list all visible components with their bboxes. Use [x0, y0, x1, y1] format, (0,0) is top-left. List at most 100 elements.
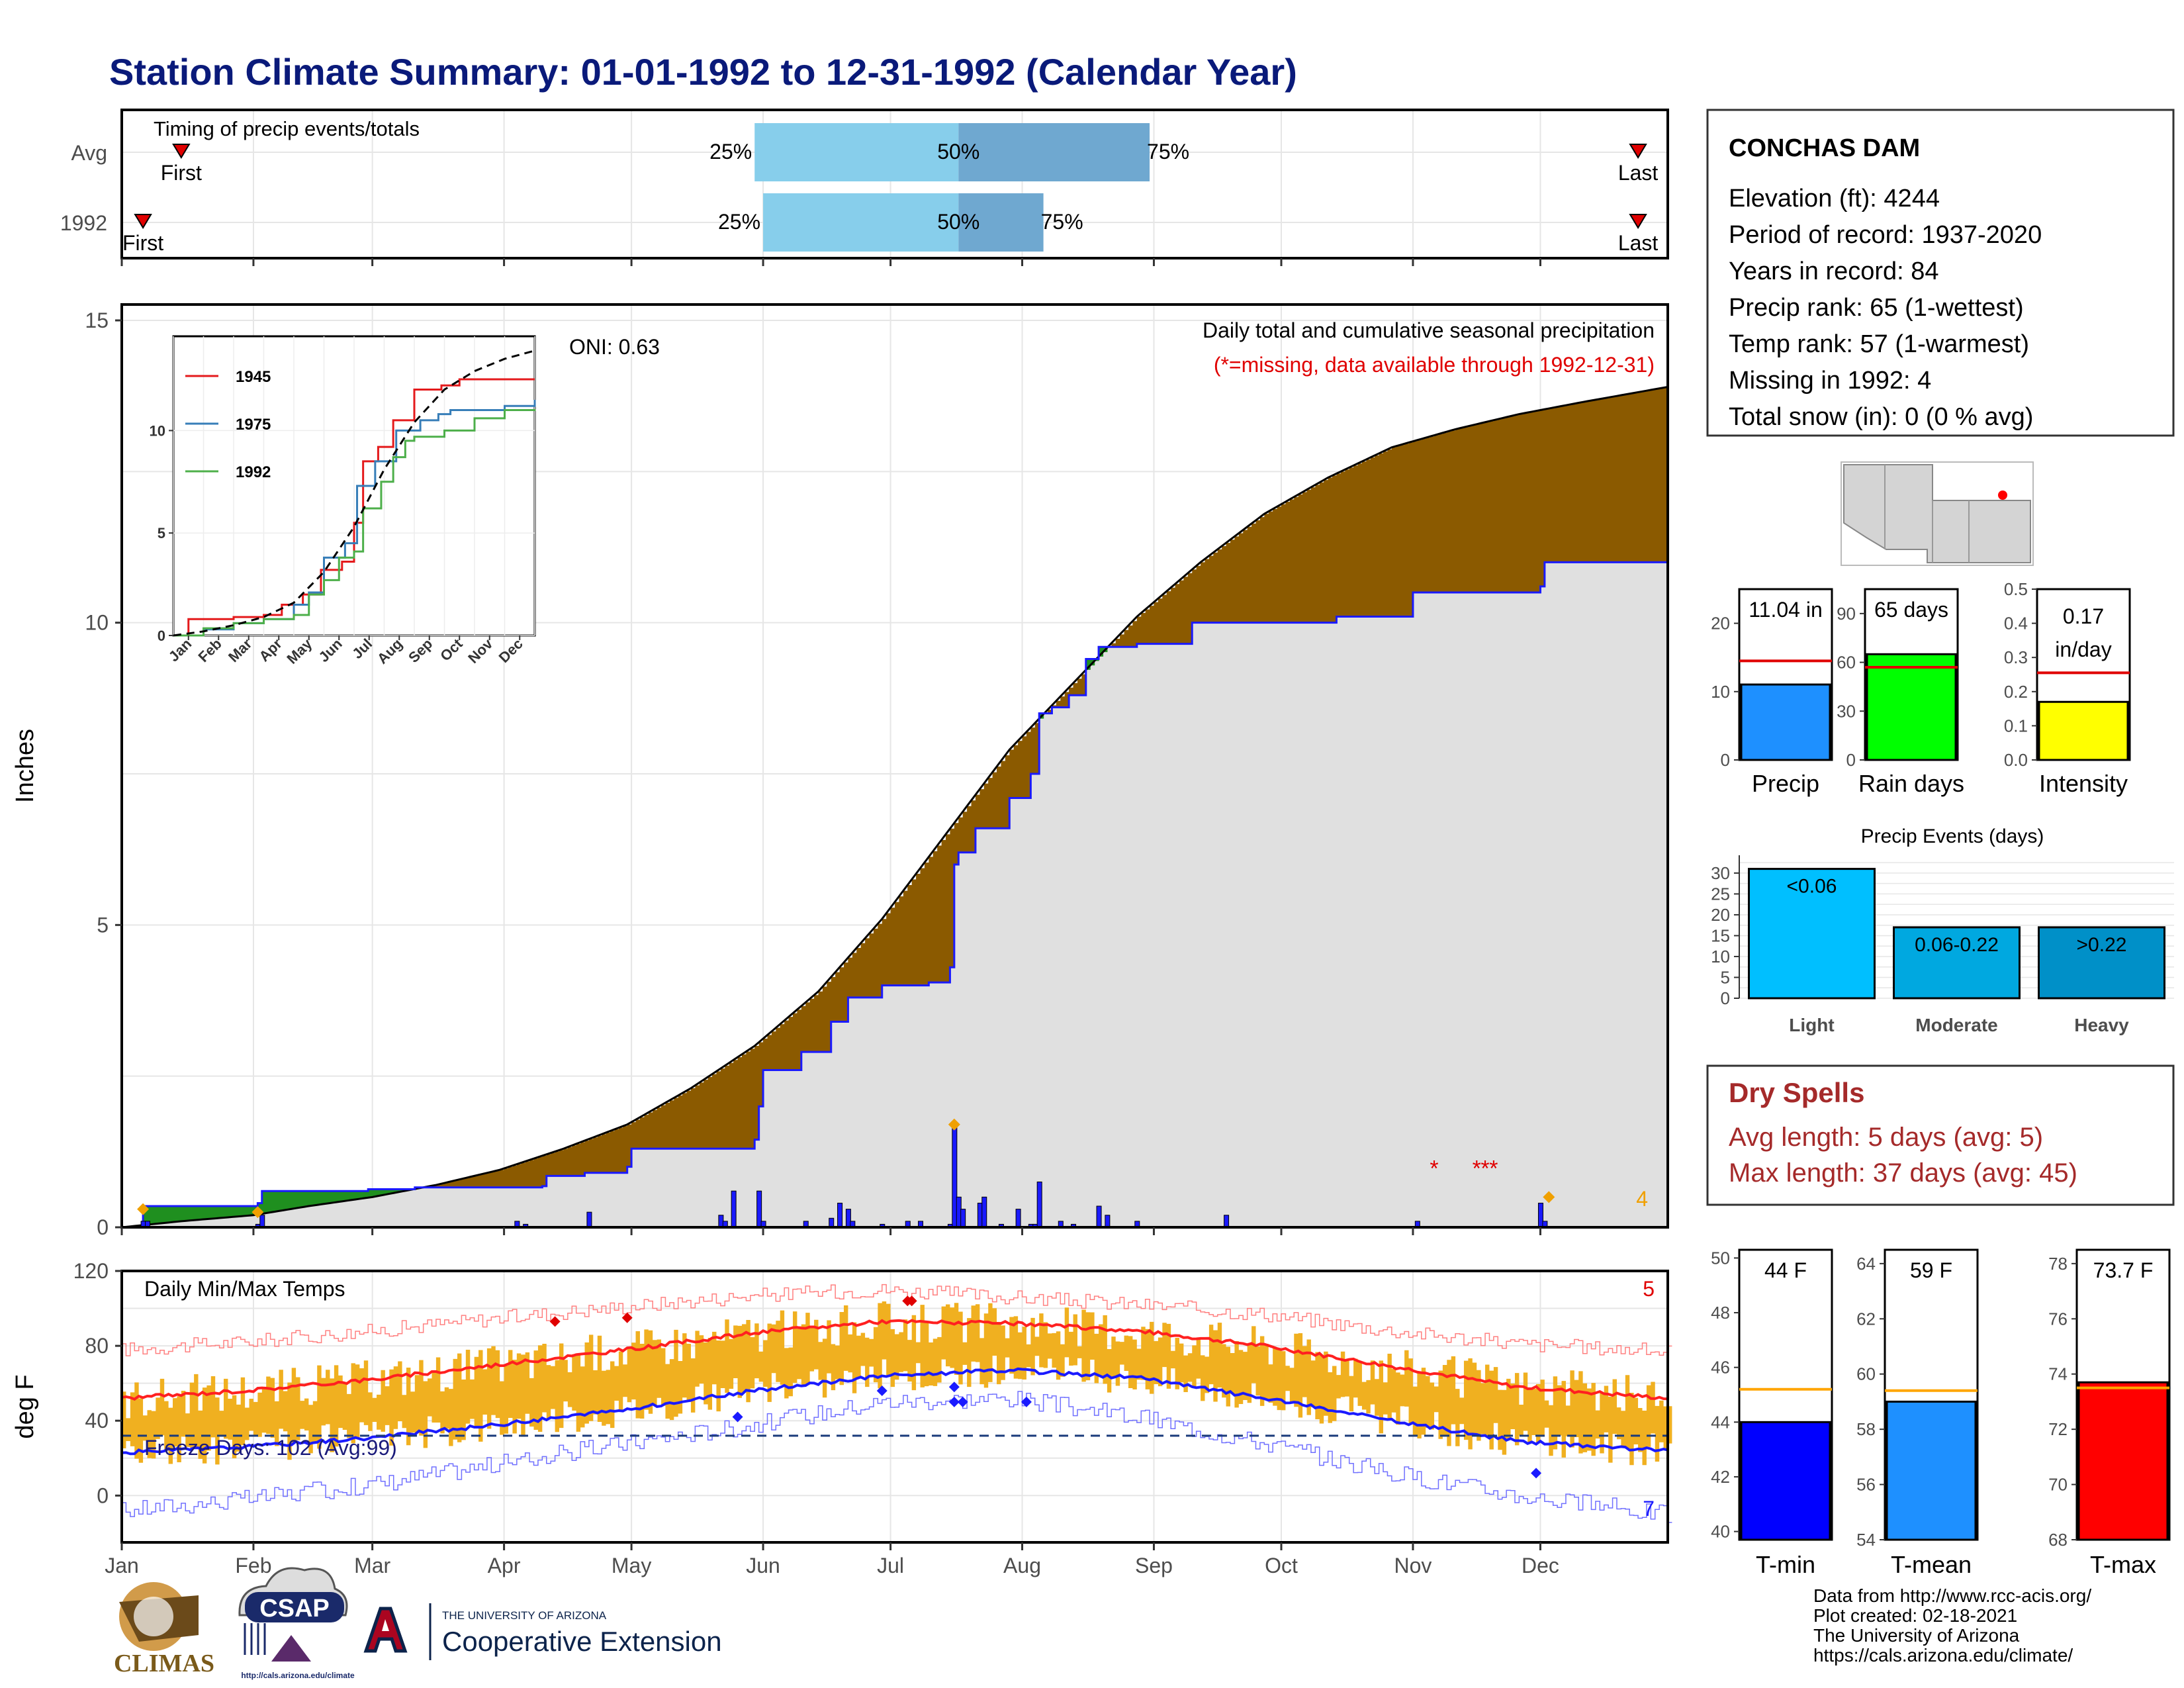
summary-bar: [1740, 683, 1831, 761]
summary-tick-label: 0.0: [2004, 750, 2028, 770]
summary-tick-label: 0: [1846, 750, 1856, 770]
month-tick-label: Jan: [105, 1554, 139, 1577]
quartile-label-50: 50%: [937, 140, 979, 164]
month-tick-label: Dec: [1522, 1554, 1559, 1577]
dry-spells-title: Dry Spells: [1729, 1077, 1864, 1108]
quartile-label-25: 25%: [709, 140, 752, 164]
summary-tick-label: 10: [1711, 682, 1730, 702]
timing-row-label-avg: Avg: [71, 141, 107, 165]
daily-precip-bar: [1105, 1215, 1111, 1228]
summary-value-label: 44 F: [1764, 1258, 1807, 1282]
month-tick-label: Oct: [1265, 1554, 1298, 1577]
event-bar-label: <0.06: [1787, 876, 1837, 898]
station-line: Period of record: 1937-2020: [1729, 221, 2042, 249]
temp-ytick-label: 80: [85, 1334, 109, 1358]
summary-tick-label: 68: [2048, 1530, 2068, 1550]
record-max-count: 5: [1643, 1277, 1655, 1301]
summary-bar: [2077, 1381, 2169, 1541]
precip-ytick-label: 0: [97, 1215, 109, 1239]
events-tick-label: 15: [1711, 925, 1730, 945]
summary-tick-label: 64: [1856, 1254, 1876, 1274]
footer-line: https://cals.arizona.edu/climate/: [1813, 1645, 2073, 1665]
summary-value-label: 0.17: [2063, 604, 2104, 628]
csap-logo: CSAP http://cals.arizona.edu/climate: [238, 1567, 355, 1680]
precip-events-title: Precip Events (days): [1861, 825, 2044, 847]
below-average-fill: [126, 387, 1668, 1227]
footer-line: Data from http://www.rcc-acis.org/: [1813, 1585, 2091, 1606]
record-high-marker: [906, 1295, 917, 1307]
month-axis: Jan Feb Mar Apr May Jun Jul Aug Sep Oct Nov Dec: [105, 258, 1559, 1577]
extreme-day-marker: [251, 1206, 264, 1219]
event-category-label: Light: [1789, 1015, 1834, 1035]
timing-panel-title: Timing of precip events/totals: [154, 117, 420, 140]
quartile-label-25: 25%: [718, 210, 760, 234]
station-line: Precip rank: 65 (1-wettest): [1729, 294, 2024, 322]
daily-precip-bar: [829, 1217, 835, 1228]
daily-precip-bar: [837, 1202, 843, 1228]
timing-panel: Timing of precip events/totals Avg 1992 …: [60, 109, 1669, 259]
event-bar: [1893, 926, 2021, 1000]
first-event-marker: [134, 214, 152, 229]
quartile-label-50: 50%: [937, 210, 979, 234]
month-tick-label: Apr: [488, 1554, 521, 1577]
station-info-box: CONCHAS DAM Elevation (ft): 4244 Period …: [1706, 109, 2175, 437]
summary-category-label: Intensity: [2039, 770, 2128, 797]
extreme-day-marker: [1543, 1191, 1555, 1203]
summary-tick-label: 76: [2048, 1309, 2068, 1329]
record-high-marker: [549, 1316, 561, 1327]
summary-tick-label: 40: [1711, 1522, 1730, 1542]
freeze-days-label: Freeze Days: 102 (Avg:99): [144, 1436, 397, 1460]
summary-tick-label: 56: [1856, 1475, 1876, 1495]
daily-precip-bar: [1096, 1205, 1102, 1228]
summary-tick-label: 30: [1837, 701, 1856, 721]
quartile-bar-high: [958, 193, 1044, 252]
page-title: Station Climate Summary: 01-01-1992 to 1…: [109, 51, 1297, 93]
month-tick-label: Nov: [1394, 1554, 1432, 1577]
summary-value-label: 59 F: [1910, 1258, 1952, 1282]
quartile-label-75: 75%: [1147, 140, 1189, 164]
summary-tick-label: 0.5: [2004, 579, 2028, 599]
precip-ylabel: Inches: [11, 729, 39, 803]
last-event-label: Last: [1618, 231, 1659, 255]
summary-tick-label: 60: [1837, 653, 1856, 673]
record-low-marker: [1531, 1468, 1542, 1479]
precip-summary-charts: 0 10 20 11.04 in Precip 0 30 60 90 65 days Rain da…: [1711, 579, 2131, 797]
summary-tick-label: 42: [1711, 1467, 1730, 1487]
summary-tick-label: 48: [1711, 1303, 1730, 1323]
summary-tick-label: 90: [1837, 604, 1856, 624]
events-tick-label: 25: [1711, 884, 1730, 904]
month-tick-label: Feb: [235, 1554, 271, 1577]
record-high-marker: [621, 1312, 633, 1323]
event-bar: [2038, 926, 2165, 1000]
observed-cumulative-area: [122, 559, 1668, 1227]
first-event-marker: [172, 144, 191, 159]
temp-panel: 0 40 80 120 deg F Daily Min/Max Temps Freez…: [11, 1259, 1672, 1544]
summary-tick-label: 0.1: [2004, 716, 2028, 735]
footer-line: Plot created: 02-18-2021: [1813, 1605, 2017, 1626]
precip-ytick-label: 5: [97, 913, 109, 937]
missing-day-marker: *: [1430, 1156, 1438, 1182]
record-max-line: [122, 1284, 1672, 1356]
event-bar-label: >0.22: [2077, 934, 2127, 956]
summary-bar: [1886, 1400, 1977, 1541]
extreme-day-marker: [948, 1118, 960, 1131]
event-bar: [1748, 868, 1876, 1000]
missing-count: 4: [1636, 1187, 1648, 1211]
quartile-bar-low: [754, 123, 959, 181]
summary-bar: [1740, 1421, 1831, 1541]
summary-bar: [2038, 700, 2129, 761]
extreme-day-marker: [137, 1203, 150, 1215]
summary-tick-label: 60: [1856, 1364, 1876, 1384]
events-tick-label: 10: [1711, 947, 1730, 966]
daily-precip-bar: [731, 1190, 737, 1228]
summary-value-label: 73.7 F: [2093, 1258, 2154, 1282]
record-min-line: [122, 1391, 1672, 1523]
quartile-label-75: 75%: [1041, 210, 1083, 234]
station-line: Years in record: 84: [1729, 258, 1939, 285]
month-tick-label: Sep: [1135, 1554, 1173, 1577]
summary-value-label: 65 days: [1874, 598, 1948, 622]
first-event-label: First: [122, 231, 163, 255]
